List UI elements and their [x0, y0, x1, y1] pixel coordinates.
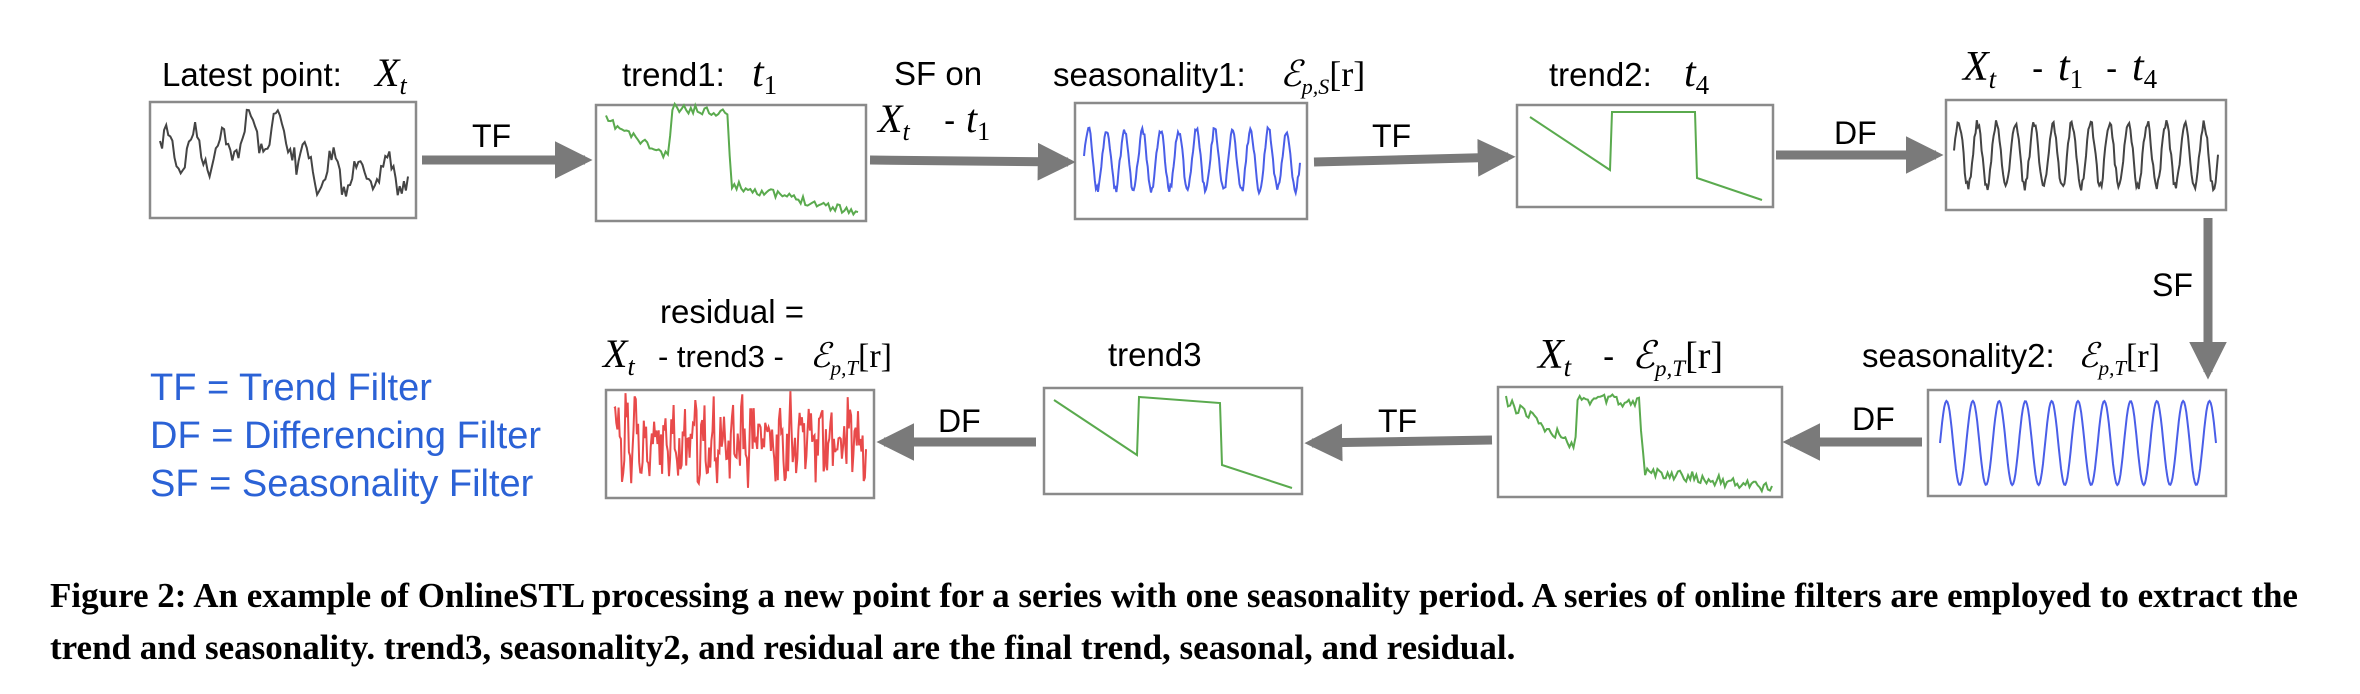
legend-df: DF = Differencing Filter — [150, 415, 541, 457]
series-latest-point — [159, 108, 409, 198]
panel-latest-point — [148, 100, 418, 220]
title-residual: residual = Xt - trend3 - ℰp,T[r] — [601, 293, 892, 381]
label-tf-1: TF — [472, 118, 511, 154]
caption-prefix: Figure 2: — [50, 576, 194, 615]
title-seasonality2: seasonality2: ℰp,T[r] — [1862, 337, 2160, 380]
title-trend2: trend2: t4 — [1549, 50, 1710, 100]
svg-text:-: - — [944, 102, 955, 140]
label-df-3: DF — [938, 403, 981, 439]
svg-text:t4: t4 — [1684, 50, 1710, 100]
svg-text:-: - — [2032, 50, 2043, 88]
svg-text:trend2:: trend2: — [1549, 56, 1652, 93]
series-x-minus-seasonal — [1505, 393, 1773, 494]
svg-text:ℰp,S[r]: ℰp,S[r] — [1280, 54, 1365, 99]
svg-text:-: - — [2106, 50, 2117, 88]
svg-text:Xt: Xt — [373, 50, 407, 100]
series-trend1 — [605, 101, 859, 217]
svg-text:- trend3 -: - trend3 - — [658, 339, 784, 374]
svg-text:t1: t1 — [752, 50, 777, 100]
series-seasonality2 — [1939, 399, 2217, 487]
svg-text:t1: t1 — [2058, 44, 2083, 94]
title-x-minus-t1-t4: Xt - t1 - t4 — [1961, 44, 2158, 94]
svg-text:-: - — [1603, 338, 1614, 376]
svg-text:t1: t1 — [966, 96, 990, 146]
arrow-sf-1 — [869, 142, 1076, 181]
svg-text:seasonality2:: seasonality2: — [1862, 337, 2055, 374]
svg-text:seasonality1:: seasonality1: — [1053, 56, 1246, 93]
title-x-minus-seasonal: Xt - ℰp,T[r] — [1536, 332, 1723, 382]
arrow-tf-2 — [1313, 138, 1516, 177]
svg-text:t4: t4 — [2132, 44, 2158, 94]
label-sf-2: SF — [2152, 267, 2193, 303]
arrow-tf-3 — [1304, 423, 1493, 462]
svg-text:ℰp,T[r]: ℰp,T[r] — [810, 338, 892, 380]
onlinestl-diagram: TF SF on Xt - t1 TF DF SF DF TF DF Lates… — [148, 44, 2228, 505]
caption-text: An example of OnlineSTL processing a new… — [50, 576, 2298, 667]
series-trend3 — [1053, 395, 1293, 489]
svg-text:Xt: Xt — [876, 96, 910, 146]
legend-sf: SF = Seasonality Filter — [150, 463, 534, 505]
label-tf-3: TF — [1378, 403, 1417, 439]
label-sf-on: SF on — [894, 55, 982, 92]
label-sf-on-expression: Xt - t1 — [876, 96, 990, 146]
title-trend1: trend1: t1 — [622, 50, 777, 100]
legend-tf: TF = Trend Filter — [150, 367, 432, 409]
figure-caption: Figure 2: An example of OnlineSTL proces… — [50, 570, 2320, 674]
series-residual — [613, 391, 867, 488]
svg-text:Xt: Xt — [601, 331, 635, 381]
label-tf-2: TF — [1372, 118, 1411, 154]
label-df-2: DF — [1852, 401, 1895, 437]
title-seasonality1: seasonality1: ℰp,S[r] — [1053, 54, 1365, 99]
title-latest-point: Latest point: Xt — [162, 50, 407, 100]
svg-text:Xt: Xt — [1961, 44, 1998, 94]
svg-text:Xt: Xt — [1536, 332, 1573, 382]
svg-text:ℰp,T[r]: ℰp,T[r] — [2078, 338, 2160, 380]
series-trend2 — [1529, 111, 1763, 201]
series-x-minus-t1-t4 — [1953, 119, 2219, 193]
svg-text:ℰp,T[r]: ℰp,T[r] — [1632, 335, 1723, 381]
title-trend3: trend3 — [1108, 336, 1202, 373]
svg-text:trend1:: trend1: — [622, 56, 725, 93]
svg-text:residual =: residual = — [660, 293, 804, 330]
svg-text:Latest point:: Latest point: — [162, 56, 342, 93]
series-seasonality1 — [1083, 124, 1301, 197]
label-df-1: DF — [1834, 115, 1877, 151]
